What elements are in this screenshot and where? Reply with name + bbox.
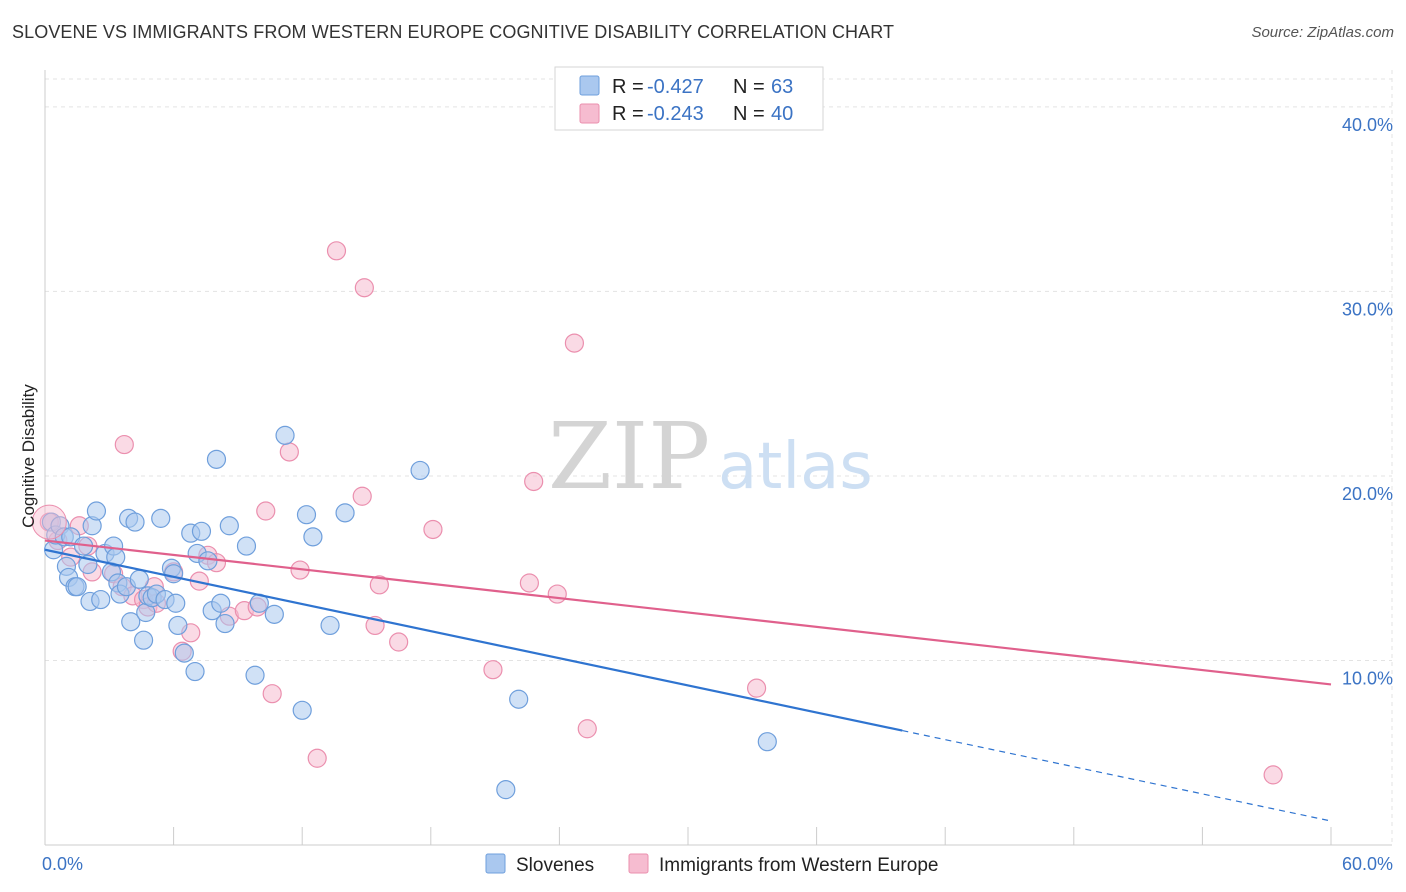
slovenes-point-61	[509, 689, 529, 709]
y-tick-labels: 10.0% 20.0% 30.0% 40.0%	[1342, 115, 1393, 689]
immigrants-point-30	[354, 278, 374, 298]
chart-title: SLOVENE VS IMMIGRANTS FROM WESTERN EUROP…	[12, 22, 895, 42]
watermark-zip-text: ZIP	[548, 403, 710, 510]
immigrants-point-42	[1263, 765, 1283, 785]
y-axis-label: Cognitive Disability	[19, 384, 38, 528]
slovenes-point-15	[91, 589, 111, 610]
legend-swatch-slovenes	[579, 75, 600, 96]
immigrants-point-27	[307, 748, 327, 768]
y-tick-label-2: 30.0%	[1342, 299, 1393, 319]
slovenes-point-38	[174, 643, 194, 663]
slovenes-point-46	[211, 593, 231, 613]
legend-r-value-immigrants: -0.243	[647, 103, 704, 125]
slovenes-point-62	[757, 732, 777, 752]
slovenes-point-59	[410, 460, 430, 481]
slovenes-point-55	[296, 505, 317, 525]
series-legend: Slovenes Immigrants from Western Europe	[485, 853, 938, 876]
immigrants-point-large	[31, 504, 67, 540]
slovenes-point-60	[496, 780, 516, 800]
slovenes-point-35	[164, 564, 184, 584]
legend-n-value-immigrants: 40	[771, 103, 793, 125]
series-legend-label-immigrants: Immigrants from Western Europe	[659, 855, 938, 876]
y-tick-label-3: 40.0%	[1342, 115, 1393, 135]
slovenes-point-14	[86, 501, 107, 521]
immigrants-point-25	[279, 442, 299, 462]
legend-r-label-slovenes: R =	[612, 76, 644, 98]
x-tick-labels: 0.0% 60.0%	[42, 854, 1393, 874]
immigrants-point-40	[577, 719, 597, 739]
immigrants-point-32	[369, 575, 389, 595]
slovenes-trend-line	[44, 548, 903, 732]
y-tick-label-1: 20.0%	[1342, 484, 1393, 504]
legend-n-label-immigrants: N =	[733, 103, 765, 125]
source-label: Source: ZipAtlas.com	[1251, 24, 1394, 41]
y-tick-label-0: 10.0%	[1342, 668, 1393, 688]
slovenes-point-26	[129, 569, 149, 589]
slovenes-point-32	[151, 508, 171, 528]
x-tick-label-0: 0.0%	[42, 854, 83, 874]
stats-legend-box	[554, 66, 824, 131]
data-points	[31, 241, 1283, 800]
legend-n-label-slovenes: N =	[733, 76, 765, 98]
stats-legend: R = -0.427 N = 63 R = -0.243 N = 40	[554, 66, 824, 131]
slovenes-point-58	[335, 503, 355, 523]
slovenes-point-57	[320, 615, 340, 636]
watermark-atlas-text: atlas	[718, 430, 873, 504]
immigrants-point-23	[256, 501, 276, 521]
slovenes-point-25	[125, 512, 145, 532]
legend-n-value-slovenes: 63	[771, 76, 793, 98]
immigrants-point-28	[326, 241, 347, 261]
watermark: ZIP atlas	[548, 403, 873, 510]
immigrants-point-37	[524, 471, 544, 492]
slovenes-point-40	[185, 661, 205, 682]
axes	[44, 70, 1392, 846]
slovenes-point-24	[121, 612, 141, 632]
slovenes-point-43	[198, 551, 218, 571]
slovenes-point-48	[219, 516, 239, 536]
legend-r-value-slovenes: -0.427	[647, 76, 704, 98]
immigrants-point-29	[352, 486, 372, 506]
x-tick-label-1: 60.0%	[1342, 854, 1393, 874]
immigrants-point-33	[389, 632, 409, 652]
legend-swatch-immigrants	[579, 103, 600, 124]
slovenes-point-54	[292, 700, 312, 720]
slovenes-trend-line-extension	[902, 730, 1332, 822]
immigrants-point-41	[746, 678, 767, 698]
slovenes-point-50	[245, 665, 265, 685]
slovenes-point-42	[191, 521, 212, 541]
series-legend-swatch-slovenes	[485, 853, 506, 874]
immigrants-point-39	[564, 333, 585, 353]
slovenes-point-56	[303, 527, 323, 547]
series-legend-swatch-immigrants	[628, 853, 649, 874]
slovenes-point-37	[168, 615, 188, 636]
immigrants-trend-line	[44, 539, 1332, 686]
immigrants-point-38	[547, 584, 567, 604]
slovenes-point-36	[166, 593, 186, 613]
legend-r-label-immigrants: R =	[612, 103, 644, 125]
slovenes-point-9	[67, 577, 87, 597]
slovenes-point-27	[133, 630, 154, 650]
series-legend-label-slovenes: Slovenes	[516, 855, 594, 876]
immigrants-point-8	[114, 434, 134, 455]
slovenes-point-53	[275, 425, 295, 445]
slovenes-point-45	[206, 449, 227, 469]
immigrants-point-36	[519, 573, 539, 593]
grid-lines	[45, 70, 1393, 845]
slovenes-point-47	[215, 613, 235, 634]
slovenes-point-7	[61, 527, 81, 547]
slovenes-point-49	[236, 536, 257, 556]
immigrants-point-34	[423, 519, 443, 540]
slovenes-point-52	[264, 604, 284, 624]
immigrants-point-24	[262, 684, 282, 704]
immigrants-point-35	[483, 660, 503, 680]
trend-lines	[44, 539, 1332, 822]
